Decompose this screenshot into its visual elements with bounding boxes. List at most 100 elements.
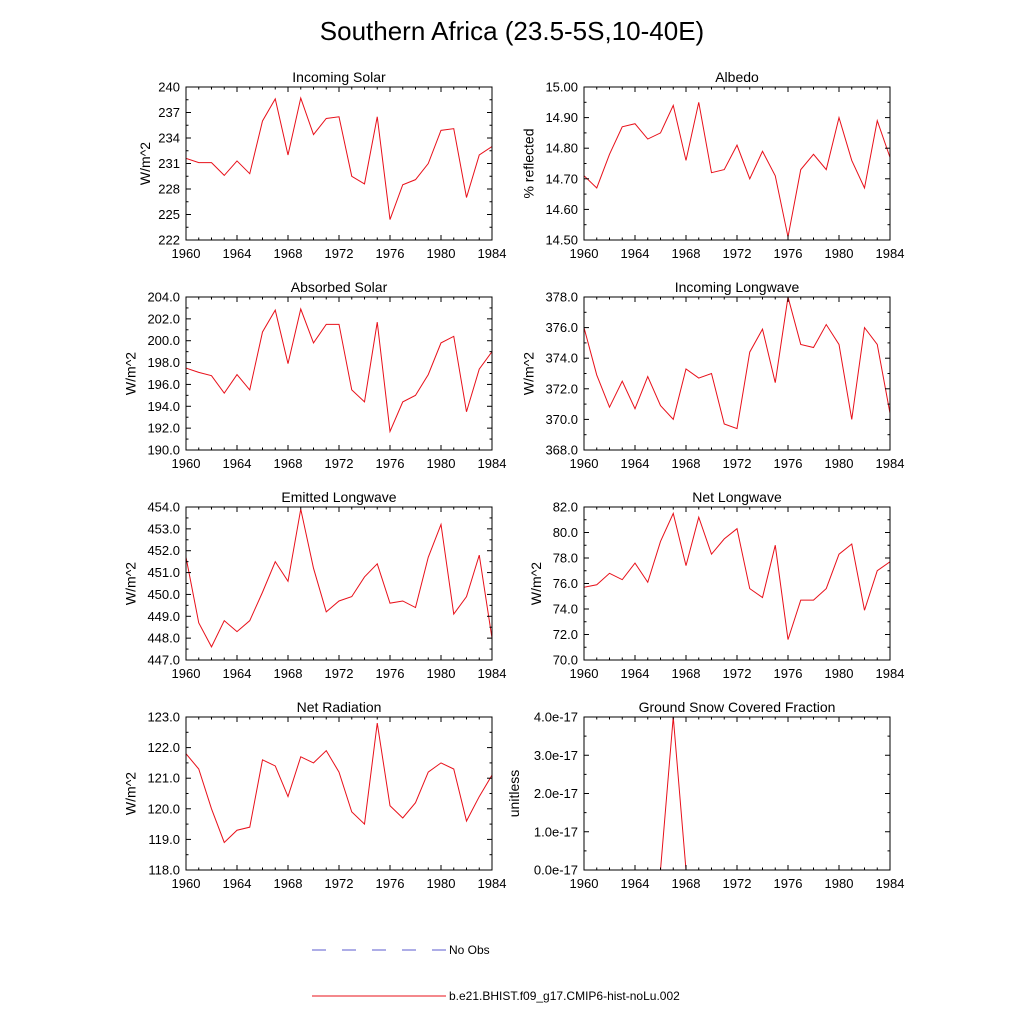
absorbed-solar-xtick-label-1968: 1968 xyxy=(274,456,303,471)
net-radiation-xtick-label-1984: 1984 xyxy=(478,876,507,891)
ground-snow-covered-fraction-xtick-label-1964: 1964 xyxy=(621,876,650,891)
panel-net-longwave: Net Longwave 1960 1964 1968 1972 1976 1980 1984… xyxy=(528,489,905,681)
incoming-solar-ytick-label-6: 240 xyxy=(158,80,180,95)
ground-snow-covered-fraction-ytick-label-2: 2.0e-17 xyxy=(534,786,578,801)
net-longwave-title: Net Longwave xyxy=(692,489,782,505)
net-radiation-title: Net Radiation xyxy=(297,699,382,715)
absorbed-solar-xtick-label-1972: 1972 xyxy=(325,456,354,471)
net-longwave-ytick-label-6: 82.0 xyxy=(553,500,578,515)
panel-absorbed-solar: Absorbed Solar 1960 1964 1968 1972 1976 1980 19… xyxy=(123,279,507,471)
incoming-longwave-xtick-label-1964: 1964 xyxy=(621,456,650,471)
emitted-longwave-xtick-label-1968: 1968 xyxy=(274,666,303,681)
incoming-solar-xtick-label-1968: 1968 xyxy=(274,246,303,261)
incoming-solar-frame xyxy=(185,86,493,241)
incoming-longwave-xtick-label-1976: 1976 xyxy=(774,456,803,471)
incoming-longwave-ytick-label-4: 376.0 xyxy=(545,320,578,335)
emitted-longwave-xtick-label-1984: 1984 xyxy=(478,666,507,681)
net-radiation-series-line xyxy=(186,723,492,844)
albedo-title: Albedo xyxy=(715,69,759,85)
panel-emitted-longwave: Emitted Longwave 1960 1964 1968 1972 1976 1980… xyxy=(123,489,507,681)
absorbed-solar-ytick-label-4: 198.0 xyxy=(147,355,180,370)
net-longwave-ytick-label-3: 76.0 xyxy=(553,576,578,591)
albedo-ytick-label-5: 15.00 xyxy=(545,80,578,95)
emitted-longwave-xtick-label-1960: 1960 xyxy=(172,666,201,681)
panel-albedo: Albedo 1960 1964 1968 1972 1976 1980 1984 14.50 1… xyxy=(521,69,905,261)
albedo-ytick-label-3: 14.80 xyxy=(545,141,578,156)
incoming-longwave-xtick-label-1968: 1968 xyxy=(672,456,701,471)
emitted-longwave-ytick-label-0: 447.0 xyxy=(147,653,180,668)
emitted-longwave-ytick-label-2: 449.0 xyxy=(147,609,180,624)
absorbed-solar-series-line xyxy=(186,307,492,434)
net-radiation-ytick-label-2: 120.0 xyxy=(147,801,180,816)
panel-incoming-longwave: Incoming Longwave 1960 1964 1968 1972 1976 198… xyxy=(521,279,905,471)
absorbed-solar-ytick-label-3: 196.0 xyxy=(147,377,180,392)
albedo-xtick-label-1960: 1960 xyxy=(570,246,599,261)
panel-incoming-solar: Incoming Solar 1960 1964 1968 1972 1976 1980 19… xyxy=(137,69,506,261)
incoming-solar-ylabel: W/m^2 xyxy=(137,142,153,185)
incoming-solar-xtick-label-1980: 1980 xyxy=(427,246,456,261)
legend: No Obs b.e21.BHIST.f09_g17.CMIP6-hist-no… xyxy=(312,943,680,1003)
net-longwave-xtick-label-1984: 1984 xyxy=(876,666,905,681)
incoming-longwave-xtick-label-1960: 1960 xyxy=(570,456,599,471)
net-longwave-xtick-label-1968: 1968 xyxy=(672,666,701,681)
net-longwave-ylabel: W/m^2 xyxy=(528,562,544,605)
absorbed-solar-ylabel: W/m^2 xyxy=(123,352,139,395)
incoming-solar-ytick-label-1: 225 xyxy=(158,207,180,222)
net-longwave-xtick-label-1960: 1960 xyxy=(570,666,599,681)
absorbed-solar-xtick-label-1984: 1984 xyxy=(478,456,507,471)
net-longwave-xtick-label-1976: 1976 xyxy=(774,666,803,681)
ground-snow-covered-fraction-xtick-label-1984: 1984 xyxy=(876,876,905,891)
albedo-ytick-label-2: 14.70 xyxy=(545,171,578,186)
absorbed-solar-ytick-label-5: 200.0 xyxy=(147,333,180,348)
incoming-longwave-ytick-label-5: 378.0 xyxy=(545,290,578,305)
net-longwave-ytick-label-1: 72.0 xyxy=(553,627,578,642)
incoming-longwave-xtick-label-1980: 1980 xyxy=(825,456,854,471)
emitted-longwave-ytick-label-5: 452.0 xyxy=(147,543,180,558)
net-radiation-ylabel: W/m^2 xyxy=(123,772,139,815)
emitted-longwave-ytick-label-6: 453.0 xyxy=(147,521,180,536)
emitted-longwave-xtick-label-1976: 1976 xyxy=(376,666,405,681)
absorbed-solar-xtick-label-1976: 1976 xyxy=(376,456,405,471)
net-radiation-xtick-label-1972: 1972 xyxy=(325,876,354,891)
emitted-longwave-xtick-label-1972: 1972 xyxy=(325,666,354,681)
net-radiation-ytick-label-0: 118.0 xyxy=(148,863,180,878)
absorbed-solar-xtick-label-1960: 1960 xyxy=(172,456,201,471)
incoming-solar-ytick-label-0: 222 xyxy=(158,233,180,248)
absorbed-solar-ytick-label-7: 204.0 xyxy=(147,290,180,305)
net-radiation-xtick-label-1980: 1980 xyxy=(427,876,456,891)
incoming-solar-series-line xyxy=(186,96,492,220)
absorbed-solar-ytick-label-1: 192.0 xyxy=(147,421,180,436)
incoming-solar-ytick-label-3: 231 xyxy=(158,156,180,171)
incoming-longwave-ytick-label-0: 368.0 xyxy=(545,443,578,458)
absorbed-solar-ytick-label-2: 194.0 xyxy=(147,399,180,414)
ground-snow-covered-fraction-xtick-label-1968: 1968 xyxy=(672,876,701,891)
incoming-solar-xtick-label-1984: 1984 xyxy=(478,246,507,261)
emitted-longwave-title: Emitted Longwave xyxy=(281,489,396,505)
incoming-solar-ytick-label-5: 237 xyxy=(158,105,180,120)
net-radiation-ytick-label-5: 123.0 xyxy=(147,710,180,725)
ground-snow-covered-fraction-ytick-label-1: 1.0e-17 xyxy=(534,824,578,839)
emitted-longwave-xtick-label-1964: 1964 xyxy=(223,666,252,681)
albedo-ytick-label-1: 14.60 xyxy=(545,202,578,217)
absorbed-solar-ytick-label-6: 202.0 xyxy=(147,311,180,326)
albedo-ytick-label-4: 14.90 xyxy=(545,110,578,125)
net-longwave-ytick-label-4: 78.0 xyxy=(553,551,578,566)
albedo-xtick-label-1968: 1968 xyxy=(672,246,701,261)
ground-snow-covered-fraction-ytick-label-4: 4.0e-17 xyxy=(534,710,578,725)
emitted-longwave-ytick-label-4: 451.0 xyxy=(147,565,180,580)
albedo-xtick-label-1972: 1972 xyxy=(723,246,752,261)
incoming-solar-xtick-label-1976: 1976 xyxy=(376,246,405,261)
net-longwave-ytick-label-0: 70.0 xyxy=(553,653,578,668)
ground-snow-covered-fraction-xtick-label-1960: 1960 xyxy=(570,876,599,891)
panel-net-radiation: Net Radiation 1960 1964 1968 1972 1976 1980 198… xyxy=(123,699,507,891)
net-radiation-frame xyxy=(185,716,493,871)
net-radiation-xtick-label-1968: 1968 xyxy=(274,876,303,891)
albedo-ytick-label-0: 14.50 xyxy=(545,233,578,248)
net-longwave-ytick-label-2: 74.0 xyxy=(553,602,578,617)
incoming-longwave-xtick-label-1972: 1972 xyxy=(723,456,752,471)
figure-title: Southern Africa (23.5-5S,10-40E) xyxy=(320,16,704,46)
ground-snow-covered-fraction-ytick-label-0: 0.0e-17 xyxy=(534,863,578,878)
emitted-longwave-ylabel: W/m^2 xyxy=(123,562,139,605)
emitted-longwave-ytick-label-7: 454.0 xyxy=(147,500,180,515)
